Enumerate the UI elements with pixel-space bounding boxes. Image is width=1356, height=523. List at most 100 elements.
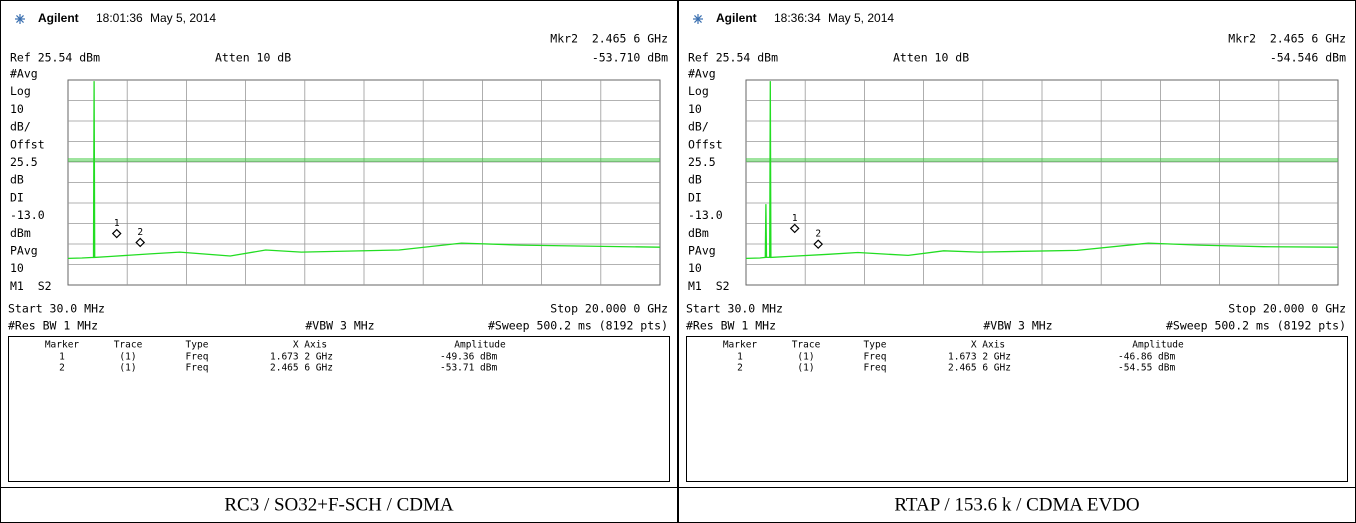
table-cell: Freq xyxy=(186,363,209,374)
side-label: dB xyxy=(688,173,702,187)
stop-freq: Stop 20.000 0 GHz xyxy=(550,302,668,316)
side-label: #Avg xyxy=(688,67,716,81)
table-cell: 1 xyxy=(59,352,65,363)
table-cell: 2.465 6 GHz xyxy=(948,363,1011,374)
stop-freq: Stop 20.000 0 GHz xyxy=(1228,302,1346,316)
side-label: 10 xyxy=(10,261,24,275)
side-label: 25.5 xyxy=(688,155,716,169)
table-cell: -49.36 dBm xyxy=(440,352,497,363)
side-label: Log xyxy=(688,84,709,98)
agilent-logo xyxy=(15,14,25,24)
table-cell: (1) xyxy=(119,363,136,374)
date: May 5, 2014 xyxy=(828,11,894,25)
res-bw: #Res BW 1 MHz xyxy=(8,319,98,333)
table-cell: 1.673 2 GHz xyxy=(948,352,1011,363)
res-bw: #Res BW 1 MHz xyxy=(686,319,776,333)
side-label: M1 S2 xyxy=(688,279,730,293)
marker-label: 2 xyxy=(815,229,821,240)
side-label: 10 xyxy=(688,261,702,275)
brand: Agilent xyxy=(38,11,79,25)
brand: Agilent xyxy=(716,11,757,25)
side-label: dBm xyxy=(688,226,709,240)
marker-readout: Mkr2 2.465 6 GHz xyxy=(550,32,668,46)
table-cell: Freq xyxy=(186,352,209,363)
agilent-logo xyxy=(693,14,703,24)
time: 18:36:34 xyxy=(774,11,821,25)
table-cell: (1) xyxy=(797,352,814,363)
marker-amplitude: -53.710 dBm xyxy=(592,51,668,65)
table-cell: Freq xyxy=(864,352,887,363)
table-header: Amplitude xyxy=(1132,340,1184,351)
table-header: Marker xyxy=(723,340,758,351)
caption: RC3 / SO32+F-SCH / CDMA xyxy=(224,494,454,515)
table-cell: 1 xyxy=(737,352,743,363)
logo-ray xyxy=(694,15,702,23)
attenuation: Atten 10 dB xyxy=(893,51,969,65)
caption: RTAP / 153.6 k / CDMA EVDO xyxy=(894,494,1139,515)
side-label: -13.0 xyxy=(688,208,723,222)
side-label: 10 xyxy=(688,102,702,116)
table-cell: -54.55 dBm xyxy=(1118,363,1175,374)
side-label: Offst xyxy=(10,137,45,151)
table-header: Trace xyxy=(792,340,821,351)
trace xyxy=(67,81,661,260)
sweep: #Sweep 500.2 ms (8192 pts) xyxy=(1166,319,1346,333)
trace xyxy=(745,81,1339,260)
start-freq: Start 30.0 MHz xyxy=(8,302,105,316)
side-label: -13.0 xyxy=(10,208,45,222)
table-header: X Axis xyxy=(971,340,1005,351)
table-header: Marker xyxy=(45,340,80,351)
side-label: DI xyxy=(688,190,702,204)
marker-readout: Mkr2 2.465 6 GHz xyxy=(1228,32,1346,46)
side-label: dB xyxy=(10,173,24,187)
attenuation: Atten 10 dB xyxy=(215,51,291,65)
side-label: DI xyxy=(10,190,24,204)
side-label: PAvg xyxy=(688,244,716,258)
table-cell: (1) xyxy=(797,363,814,374)
marker-amplitude: -54.546 dBm xyxy=(1270,51,1346,65)
ref-level: Ref 25.54 dBm xyxy=(10,51,100,65)
vbw: #VBW 3 MHz xyxy=(983,319,1052,333)
table-cell: (1) xyxy=(119,352,136,363)
side-label: 25.5 xyxy=(10,155,38,169)
sweep: #Sweep 500.2 ms (8192 pts) xyxy=(488,319,668,333)
marker-diamond xyxy=(135,237,146,248)
table-header: Type xyxy=(186,340,209,351)
table-cell: 2.465 6 GHz xyxy=(270,363,333,374)
date: May 5, 2014 xyxy=(150,11,216,25)
table-cell: 2 xyxy=(59,363,65,374)
marker-diamond xyxy=(813,239,824,250)
side-label: Offst xyxy=(688,137,723,151)
table-cell: Freq xyxy=(864,363,887,374)
marker-table xyxy=(686,336,1348,482)
side-label: Log xyxy=(10,84,31,98)
table-cell: -53.71 dBm xyxy=(440,363,497,374)
table-cell: 2 xyxy=(737,363,743,374)
side-label: 10 xyxy=(10,102,24,116)
marker-table xyxy=(8,336,670,482)
analyzer-panel: Agilent 18:01:36 May 5, 2014 Mkr2 2.465 6 G… xyxy=(0,0,678,523)
marker-diamond xyxy=(111,228,122,239)
side-label: dB/ xyxy=(10,120,31,134)
marker-label: 1 xyxy=(792,213,798,224)
side-label: dB/ xyxy=(688,120,709,134)
marker-label: 1 xyxy=(114,218,120,229)
marker-diamond xyxy=(789,223,800,234)
side-label: #Avg xyxy=(10,67,38,81)
ref-level: Ref 25.54 dBm xyxy=(688,51,778,65)
table-cell: 1.673 2 GHz xyxy=(270,352,333,363)
side-label: PAvg xyxy=(10,244,38,258)
table-header: Amplitude xyxy=(454,340,506,351)
start-freq: Start 30.0 MHz xyxy=(686,302,783,316)
table-header: Trace xyxy=(114,340,143,351)
table-header: Type xyxy=(864,340,887,351)
table-header: X Axis xyxy=(293,340,327,351)
marker-label: 2 xyxy=(137,227,143,238)
logo-ray xyxy=(16,15,24,23)
side-label: dBm xyxy=(10,226,31,240)
table-cell: -46.86 dBm xyxy=(1118,352,1175,363)
vbw: #VBW 3 MHz xyxy=(305,319,374,333)
side-label: M1 S2 xyxy=(10,279,52,293)
time: 18:01:36 xyxy=(96,11,143,25)
